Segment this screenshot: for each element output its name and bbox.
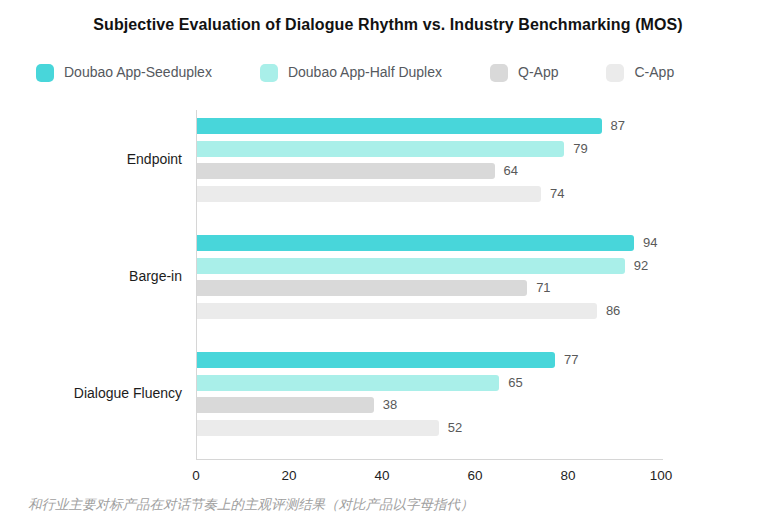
x-tick-label: 80 <box>543 468 593 483</box>
bar <box>197 375 499 391</box>
bar <box>197 303 597 319</box>
bar-value-label: 64 <box>504 163 518 179</box>
bar <box>197 141 564 157</box>
x-tick-label: 0 <box>171 468 221 483</box>
bar-value-label: 92 <box>634 258 648 274</box>
bar-value-label: 79 <box>573 141 587 157</box>
category-label: Endpoint <box>0 151 182 167</box>
bar-value-label: 52 <box>448 420 462 436</box>
x-tick-label: 100 <box>636 468 686 483</box>
bar-value-label: 87 <box>611 118 625 134</box>
bar <box>197 352 555 368</box>
x-tick-label: 60 <box>450 468 500 483</box>
bar <box>197 235 634 251</box>
bar <box>197 186 541 202</box>
bar <box>197 258 625 274</box>
x-tick-label: 40 <box>357 468 407 483</box>
x-axis-line <box>196 459 663 460</box>
bar-value-label: 77 <box>564 352 578 368</box>
bar-value-label: 74 <box>550 186 564 202</box>
category-label: Dialogue Fluency <box>0 385 182 401</box>
x-tick-label: 20 <box>264 468 314 483</box>
category-label: Barge-in <box>0 268 182 284</box>
mos-bar-chart: Subjective Evaluation of Dialogue Rhythm… <box>0 0 776 525</box>
plot-area: Endpoint 87 79 64 74 Barge-in 94 92 71 86 Dialogue… <box>0 0 776 525</box>
bar-value-label: 94 <box>643 235 657 251</box>
bar-value-label: 38 <box>383 397 397 413</box>
bar <box>197 420 439 436</box>
bar-value-label: 65 <box>508 375 522 391</box>
bar-value-label: 86 <box>606 303 620 319</box>
bar-value-label: 71 <box>536 280 550 296</box>
bar <box>197 397 374 413</box>
bar <box>197 163 495 179</box>
bar <box>197 118 602 134</box>
bar <box>197 280 527 296</box>
chart-caption: 和行业主要对标产品在对话节奏上的主观评测结果（对比产品以字母指代） <box>28 496 474 514</box>
